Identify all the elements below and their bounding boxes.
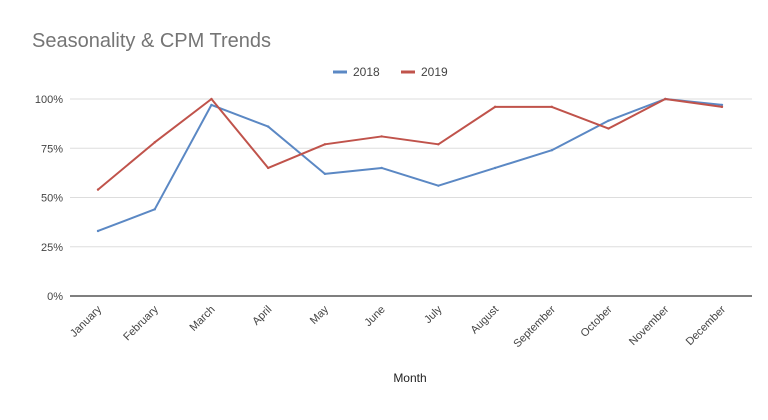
data-point-2018: [720, 103, 724, 107]
x-tick-label: July: [422, 303, 445, 326]
y-tick-label: 0%: [47, 291, 63, 303]
chart-title: Seasonality & CPM Trends: [32, 30, 271, 52]
y-tick-label: 100%: [35, 94, 63, 106]
y-tick-label: 75%: [41, 143, 63, 155]
data-point-2019: [96, 188, 100, 191]
x-tick-label: March: [187, 304, 217, 334]
data-point-2018: [323, 172, 327, 176]
x-tick-label: October: [579, 303, 615, 339]
x-tick-label: February: [121, 303, 161, 343]
x-tick-label: December: [684, 303, 729, 348]
data-point-2019: [380, 135, 383, 138]
x-tick-label: November: [627, 303, 672, 348]
data-point-2018: [607, 119, 610, 122]
data-point-2018: [96, 229, 100, 233]
series-line-2019: [97, 98, 723, 191]
legend-label: 2018: [353, 65, 380, 79]
y-tick-label: 50%: [41, 193, 63, 205]
data-point-2018: [493, 166, 497, 170]
x-tick-label: June: [362, 304, 387, 329]
data-point-2019: [437, 143, 440, 146]
data-point-2019: [607, 127, 610, 130]
x-tick-label: January: [68, 303, 105, 340]
data-point-2018: [380, 166, 383, 170]
data-point-2019: [664, 97, 667, 101]
data-point-2019: [266, 166, 270, 170]
data-point-2018: [266, 125, 270, 128]
data-point-2019: [210, 97, 213, 101]
legend-label: 2019: [421, 65, 448, 79]
data-point-2019: [550, 105, 554, 109]
data-point-2018: [437, 184, 440, 187]
y-tick-label: 25%: [41, 242, 63, 254]
data-point-2019: [720, 105, 724, 109]
data-point-2018: [153, 208, 156, 211]
data-point-2018: [210, 103, 213, 107]
series-line-2018: [97, 98, 723, 232]
x-tick-label: August: [469, 304, 502, 337]
x-tick-label: April: [250, 304, 274, 328]
data-point-2018: [550, 149, 554, 152]
x-axis-label: Month: [393, 371, 426, 385]
data-point-2019: [493, 105, 497, 109]
data-point-2019: [323, 143, 327, 146]
x-tick-label: May: [308, 303, 332, 327]
x-tick-label: September: [511, 303, 558, 350]
data-point-2019: [153, 141, 156, 144]
